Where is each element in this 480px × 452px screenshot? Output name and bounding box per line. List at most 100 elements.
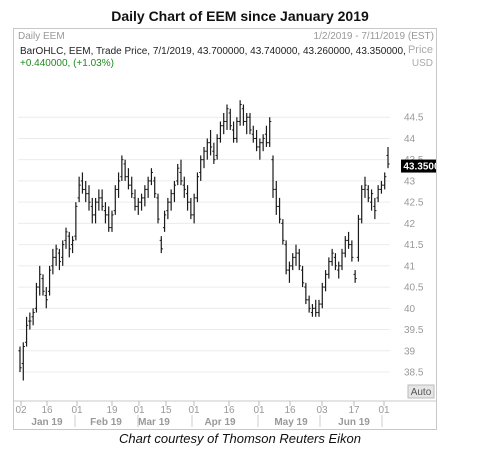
auto-scale-label[interactable]: Auto bbox=[411, 387, 432, 398]
y-tick-label: 41 bbox=[404, 261, 416, 272]
ohlc-bar bbox=[373, 197, 377, 220]
ohlc-bar bbox=[130, 176, 134, 198]
ohlc-bar bbox=[149, 168, 154, 186]
x-day-label: 16 bbox=[223, 405, 235, 416]
ohlc-bar bbox=[205, 138, 209, 160]
ohlc-bar bbox=[304, 282, 308, 305]
ohlc-bar bbox=[64, 227, 68, 249]
ohlc-bar bbox=[228, 108, 232, 130]
ohlc-bar bbox=[97, 189, 101, 211]
ohlc-bar bbox=[24, 316, 29, 347]
ohlc-bar bbox=[116, 172, 121, 198]
last-price-label: 43.350000 bbox=[403, 162, 436, 173]
y-tick-label: 43 bbox=[404, 176, 416, 187]
ohlc-bar bbox=[153, 176, 157, 198]
ohlc-bar bbox=[159, 236, 163, 254]
x-day-label: 16 bbox=[41, 405, 53, 416]
ohlc-bar bbox=[212, 142, 216, 164]
change-readout: +0.440000, (+1.03%) bbox=[20, 58, 114, 69]
ohlc-bar bbox=[215, 134, 219, 160]
ohlc-bar bbox=[379, 180, 384, 194]
y-tick-label: 44.5 bbox=[404, 113, 424, 124]
ohlc-bar bbox=[248, 112, 252, 135]
chart-panel[interactable]: Daily EEM 1/2/2019 - 7/11/2019 (EST) Bar… bbox=[13, 28, 451, 430]
price-bars bbox=[18, 100, 390, 381]
ohlc-bar bbox=[44, 287, 48, 309]
x-axis: 02 16 01 19 01 15 01 16 01 16 03 17 01 Jan 19 Feb 19 Ma… bbox=[14, 400, 436, 428]
ohlc-readout: BarOHLC, EEM, Trade Price, 7/1/2019, 43.… bbox=[20, 46, 406, 57]
ohlc-bar bbox=[103, 202, 108, 224]
ohlc-bar bbox=[146, 176, 150, 198]
ohlc-bar bbox=[310, 304, 315, 317]
ohlc-bar bbox=[277, 197, 282, 224]
ohlc-bar bbox=[360, 185, 364, 224]
x-day-label: 01 bbox=[253, 405, 265, 416]
ohlc-bar bbox=[353, 270, 357, 283]
ohlc-bar bbox=[202, 146, 206, 169]
ohlc-chart[interactable]: Daily EEM 1/2/2019 - 7/11/2019 (EST) Bar… bbox=[14, 29, 451, 429]
ohlc-bar bbox=[162, 210, 167, 232]
ohlc-bar bbox=[225, 104, 229, 130]
ohlc-bar bbox=[87, 185, 91, 211]
ohlc-bar bbox=[34, 282, 39, 313]
y-tick-label: 42 bbox=[404, 219, 416, 230]
ohlc-bar bbox=[172, 180, 177, 203]
ohlc-bar bbox=[169, 189, 173, 211]
ohlc-bar bbox=[323, 270, 328, 292]
ohlc-bar bbox=[320, 282, 324, 309]
price-axis-title: Price bbox=[408, 44, 433, 56]
x-month-label: Mar 19 bbox=[138, 417, 170, 428]
x-day-label: 01 bbox=[378, 405, 390, 416]
x-month-label: Jan 19 bbox=[31, 417, 63, 428]
ohlc-bar bbox=[330, 248, 334, 266]
ohlc-bar bbox=[189, 197, 193, 220]
ohlc-bar bbox=[107, 206, 111, 232]
y-tick-label: 44 bbox=[404, 134, 416, 145]
ohlc-bar bbox=[287, 261, 292, 283]
ohlc-bar bbox=[366, 185, 370, 203]
ohlc-bar bbox=[258, 138, 262, 160]
ohlc-bar bbox=[297, 248, 301, 271]
ohlc-bar bbox=[369, 189, 374, 211]
ohlc-bar bbox=[241, 104, 246, 126]
x-day-label: 16 bbox=[284, 405, 296, 416]
ohlc-bar bbox=[123, 159, 127, 181]
ohlc-bar bbox=[376, 185, 380, 203]
ohlc-bar bbox=[284, 240, 288, 275]
ohlc-bar bbox=[70, 236, 75, 254]
ohlc-bar bbox=[199, 155, 203, 181]
chart-caption: Chart courtesy of Thomson Reuters Eikon bbox=[118, 431, 362, 446]
ohlc-bar bbox=[90, 197, 94, 224]
ohlc-bar bbox=[238, 100, 242, 126]
ohlc-bar bbox=[350, 240, 354, 262]
ohlc-bar bbox=[110, 210, 114, 232]
ohlc-bar bbox=[251, 125, 255, 143]
ohlc-bar bbox=[222, 112, 226, 135]
auto-scale-button[interactable] bbox=[407, 384, 435, 399]
currency-label: USD bbox=[412, 58, 433, 69]
ohlc-bar bbox=[264, 125, 269, 147]
ohlc-bar bbox=[120, 155, 124, 181]
ohlc-bar bbox=[51, 248, 55, 275]
ohlc-bar bbox=[166, 197, 170, 220]
ohlc-bar bbox=[182, 176, 186, 198]
ohlc-bar bbox=[57, 248, 62, 271]
ohlc-bar bbox=[245, 112, 249, 135]
ohlc-bar bbox=[74, 202, 78, 241]
y-tick-label: 38.5 bbox=[404, 368, 424, 379]
ohlc-bar bbox=[31, 308, 35, 326]
ohlc-bar bbox=[176, 163, 180, 186]
y-tick-label: 42.5 bbox=[404, 198, 424, 209]
y-tick-label: 41.5 bbox=[404, 240, 424, 251]
ohlc-bar bbox=[179, 159, 183, 186]
y-tick-label: 40.5 bbox=[404, 283, 424, 294]
ohlc-bar bbox=[136, 197, 140, 215]
ohlc-bar bbox=[67, 231, 71, 258]
x-day-label: 02 bbox=[15, 405, 27, 416]
ohlc-bar bbox=[77, 176, 81, 203]
chart-symbol-label: Daily EEM bbox=[18, 31, 65, 42]
x-month-label: Apr 19 bbox=[204, 417, 236, 428]
grid-layer bbox=[18, 116, 390, 373]
ohlc-bar bbox=[100, 189, 104, 211]
ohlc-bar bbox=[346, 231, 351, 249]
